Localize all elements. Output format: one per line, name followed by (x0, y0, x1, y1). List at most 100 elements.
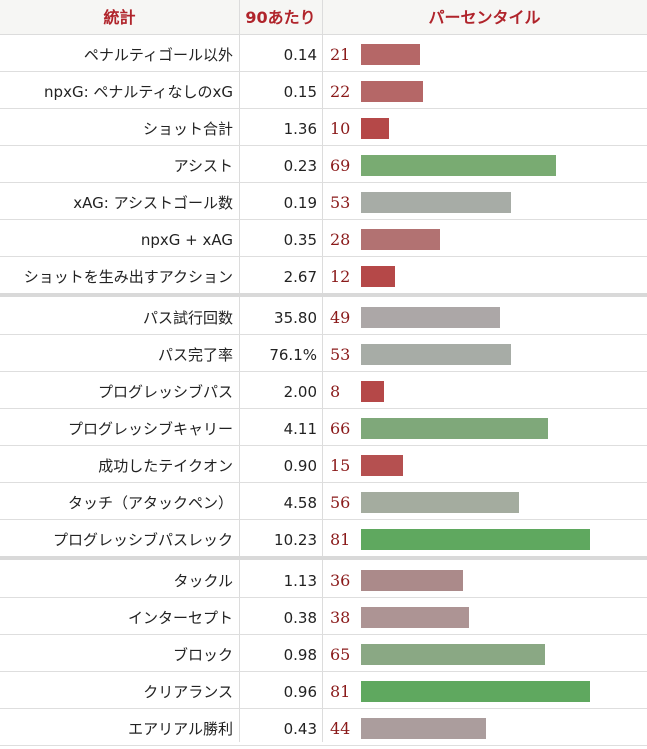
stat-label: クリアランス (143, 683, 233, 701)
stat-label: エアリアル勝利 (128, 720, 233, 738)
table-row: ショット合計 1.36 10 (0, 109, 647, 146)
table-row: インターセプト 0.38 38 (0, 598, 647, 635)
table-row: プログレッシブパスレック 10.23 81 (0, 520, 647, 557)
percentile-bar (361, 192, 511, 213)
stat-label: パス試行回数 (142, 309, 233, 327)
percentile-value: 15 (330, 456, 351, 475)
per90-value: 2.67 (283, 268, 317, 286)
percentile-bar (361, 381, 384, 402)
percentile-bar (361, 681, 590, 702)
header-per90: 90あたり (245, 8, 316, 27)
percentile-bar (361, 266, 395, 287)
percentile-bar (361, 229, 440, 250)
percentile-value: 49 (330, 308, 351, 327)
per90-value: 35.80 (274, 309, 317, 327)
per90-value: 2.00 (283, 383, 317, 401)
stat-label: タッチ（アタックペン） (67, 494, 233, 512)
percentile-bar (361, 492, 519, 513)
table-row: エアリアル勝利 0.43 44 (0, 709, 647, 746)
per90-value: 0.38 (283, 609, 317, 627)
percentile-value: 53 (330, 345, 351, 364)
per90-value: 0.15 (283, 83, 317, 101)
stat-label: ショット合計 (142, 120, 233, 138)
per90-value: 0.14 (283, 46, 317, 64)
table-row: ペナルティゴール以外 0.14 21 (0, 35, 647, 72)
per90-value: 0.90 (283, 457, 317, 475)
percentile-bar (361, 644, 545, 665)
table-row: 成功したテイクオン 0.90 15 (0, 446, 647, 483)
per90-value: 4.11 (283, 420, 317, 438)
stat-label: npxG + xAG (140, 231, 233, 249)
stat-label: ブロック (172, 646, 233, 664)
per90-value: 0.35 (283, 231, 317, 249)
table-row: タッチ（アタックペン） 4.58 56 (0, 483, 647, 520)
table-row: ショットを生み出すアクション 2.67 12 (0, 257, 647, 294)
percentile-value: 53 (330, 193, 351, 212)
stat-label: xAG: アシストゴール数 (73, 194, 233, 212)
percentile-value: 28 (330, 230, 351, 249)
header-stat: 統計 (103, 8, 136, 27)
table-row: クリアランス 0.96 81 (0, 672, 647, 709)
header-percentile: パーセンタイル (428, 8, 541, 27)
table-row: アシスト 0.23 69 (0, 146, 647, 183)
table-row: タックル 1.13 36 (0, 561, 647, 598)
table-row: プログレッシブパス 2.00 8 (0, 372, 647, 409)
stat-label: パス完了率 (157, 346, 233, 364)
table-row: xAG: アシストゴール数 0.19 53 (0, 183, 647, 220)
stat-label: タックル (173, 572, 233, 590)
percentile-bar (361, 455, 403, 476)
percentile-bar (361, 418, 548, 439)
table-row: パス完了率 76.1% 53 (0, 335, 647, 372)
percentile-bar (361, 155, 556, 176)
group-separator (0, 293, 647, 297)
percentile-bar (361, 44, 420, 65)
table-row: npxG + xAG 0.35 28 (0, 220, 647, 257)
per90-value: 0.43 (283, 720, 317, 738)
table-row: プログレッシブキャリー 4.11 66 (0, 409, 647, 446)
per90-value: 0.98 (283, 646, 317, 664)
stat-label: 成功したテイクオン (98, 457, 233, 475)
percentile-value: 69 (330, 156, 351, 175)
percentile-value: 12 (330, 267, 351, 286)
percentile-bar (361, 529, 590, 550)
percentile-value: 65 (330, 645, 351, 664)
per90-value: 1.36 (283, 120, 317, 138)
stat-label: npxG: ペナルティなしのxG (44, 83, 233, 101)
percentile-value: 66 (330, 419, 351, 438)
percentile-value: 22 (330, 82, 351, 101)
percentile-bar (361, 81, 423, 102)
stat-label: アシスト (173, 157, 233, 175)
per90-value: 1.13 (283, 572, 317, 590)
percentile-bar (361, 718, 486, 739)
stat-label: プログレッシブキャリー (67, 420, 233, 438)
table-row: npxG: ペナルティなしのxG 0.15 22 (0, 72, 647, 109)
percentile-value: 21 (330, 45, 351, 64)
percentile-bar (361, 607, 469, 628)
stat-label: プログレッシブパスレック (52, 531, 233, 549)
percentile-bar (361, 570, 463, 591)
group-separator (0, 556, 647, 560)
percentile-bar (361, 307, 500, 328)
percentile-bar (361, 344, 511, 365)
percentile-value: 56 (330, 493, 351, 512)
per90-value: 0.19 (283, 194, 317, 212)
stat-label: ショットを生み出すアクション (23, 268, 233, 286)
stat-label: プログレッシブパス (97, 383, 233, 401)
stat-label: インターセプト (127, 609, 233, 627)
table-row: ブロック 0.98 65 (0, 635, 647, 672)
percentile-value: 10 (330, 119, 351, 138)
per90-value: 0.96 (283, 683, 317, 701)
per90-value: 0.23 (283, 157, 317, 175)
per90-value: 4.58 (283, 494, 317, 512)
table-header: 統計 90あたり パーセンタイル (0, 0, 647, 35)
percentile-value: 44 (330, 719, 351, 738)
per90-value: 76.1% (269, 346, 317, 364)
percentile-value: 81 (330, 530, 351, 549)
stat-label: ペナルティゴール以外 (83, 46, 233, 64)
percentile-value: 36 (330, 571, 351, 590)
table-row: パス試行回数 35.80 49 (0, 298, 647, 335)
per90-value: 10.23 (274, 531, 317, 549)
percentile-bar (361, 118, 389, 139)
percentile-value: 81 (330, 682, 351, 701)
